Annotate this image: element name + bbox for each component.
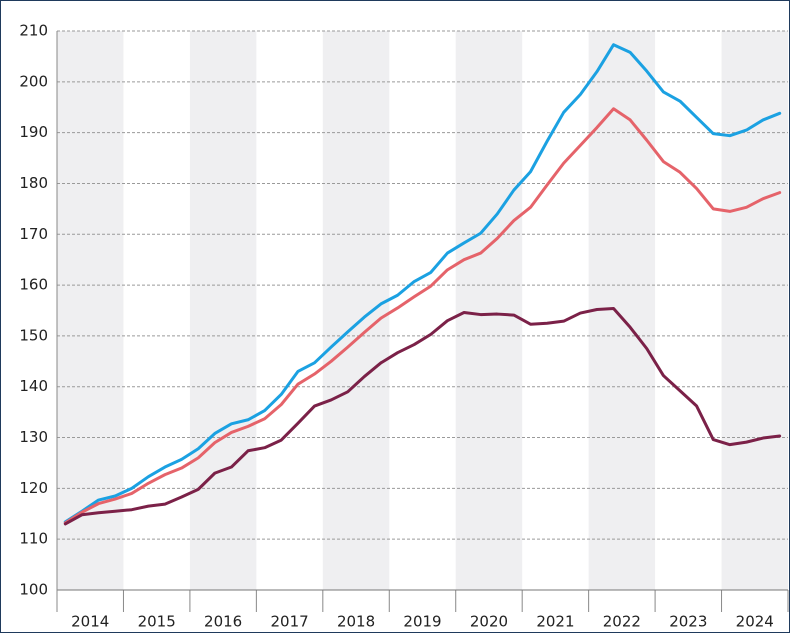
x-tick-label: 2023 bbox=[669, 613, 707, 631]
series-line bbox=[63, 43, 782, 524]
x-tick-label: 2024 bbox=[736, 613, 774, 631]
x-tick-label: 2019 bbox=[403, 613, 441, 631]
x-tick-label: 2022 bbox=[603, 613, 641, 631]
y-tick-label: 100 bbox=[19, 581, 48, 599]
y-tick-label: 180 bbox=[19, 174, 48, 192]
y-tick-label: 210 bbox=[19, 22, 48, 40]
y-tick-label: 200 bbox=[19, 72, 48, 90]
year-band bbox=[455, 31, 523, 590]
year-band bbox=[189, 31, 257, 590]
year-band bbox=[322, 31, 390, 590]
x-tick-label: 2021 bbox=[536, 613, 574, 631]
x-tick-label: 2020 bbox=[470, 613, 508, 631]
y-tick-label: 140 bbox=[19, 377, 48, 395]
y-tick-label: 190 bbox=[19, 123, 48, 141]
y-tick-label: 120 bbox=[19, 479, 48, 497]
y-tick-label: 170 bbox=[19, 225, 48, 243]
x-tick-label: 2017 bbox=[270, 613, 308, 631]
year-bands bbox=[57, 31, 788, 590]
y-tick-label: 160 bbox=[19, 276, 48, 294]
x-tick-label: 2016 bbox=[204, 613, 242, 631]
y-tick-label: 110 bbox=[19, 530, 48, 548]
y-tick-label: 150 bbox=[19, 326, 48, 344]
series-line bbox=[63, 107, 782, 525]
labels: 2014 2015 2016 2017 2018 2019 2020 2021 2022 2023… bbox=[19, 22, 774, 631]
lines bbox=[63, 43, 782, 526]
series-line bbox=[63, 306, 782, 526]
x-tick-label: 2015 bbox=[138, 613, 176, 631]
y-tick-label: 130 bbox=[19, 428, 48, 446]
x-tick-label: 2014 bbox=[71, 613, 109, 631]
grid bbox=[56, 30, 789, 612]
x-tick-label: 2018 bbox=[337, 613, 375, 631]
